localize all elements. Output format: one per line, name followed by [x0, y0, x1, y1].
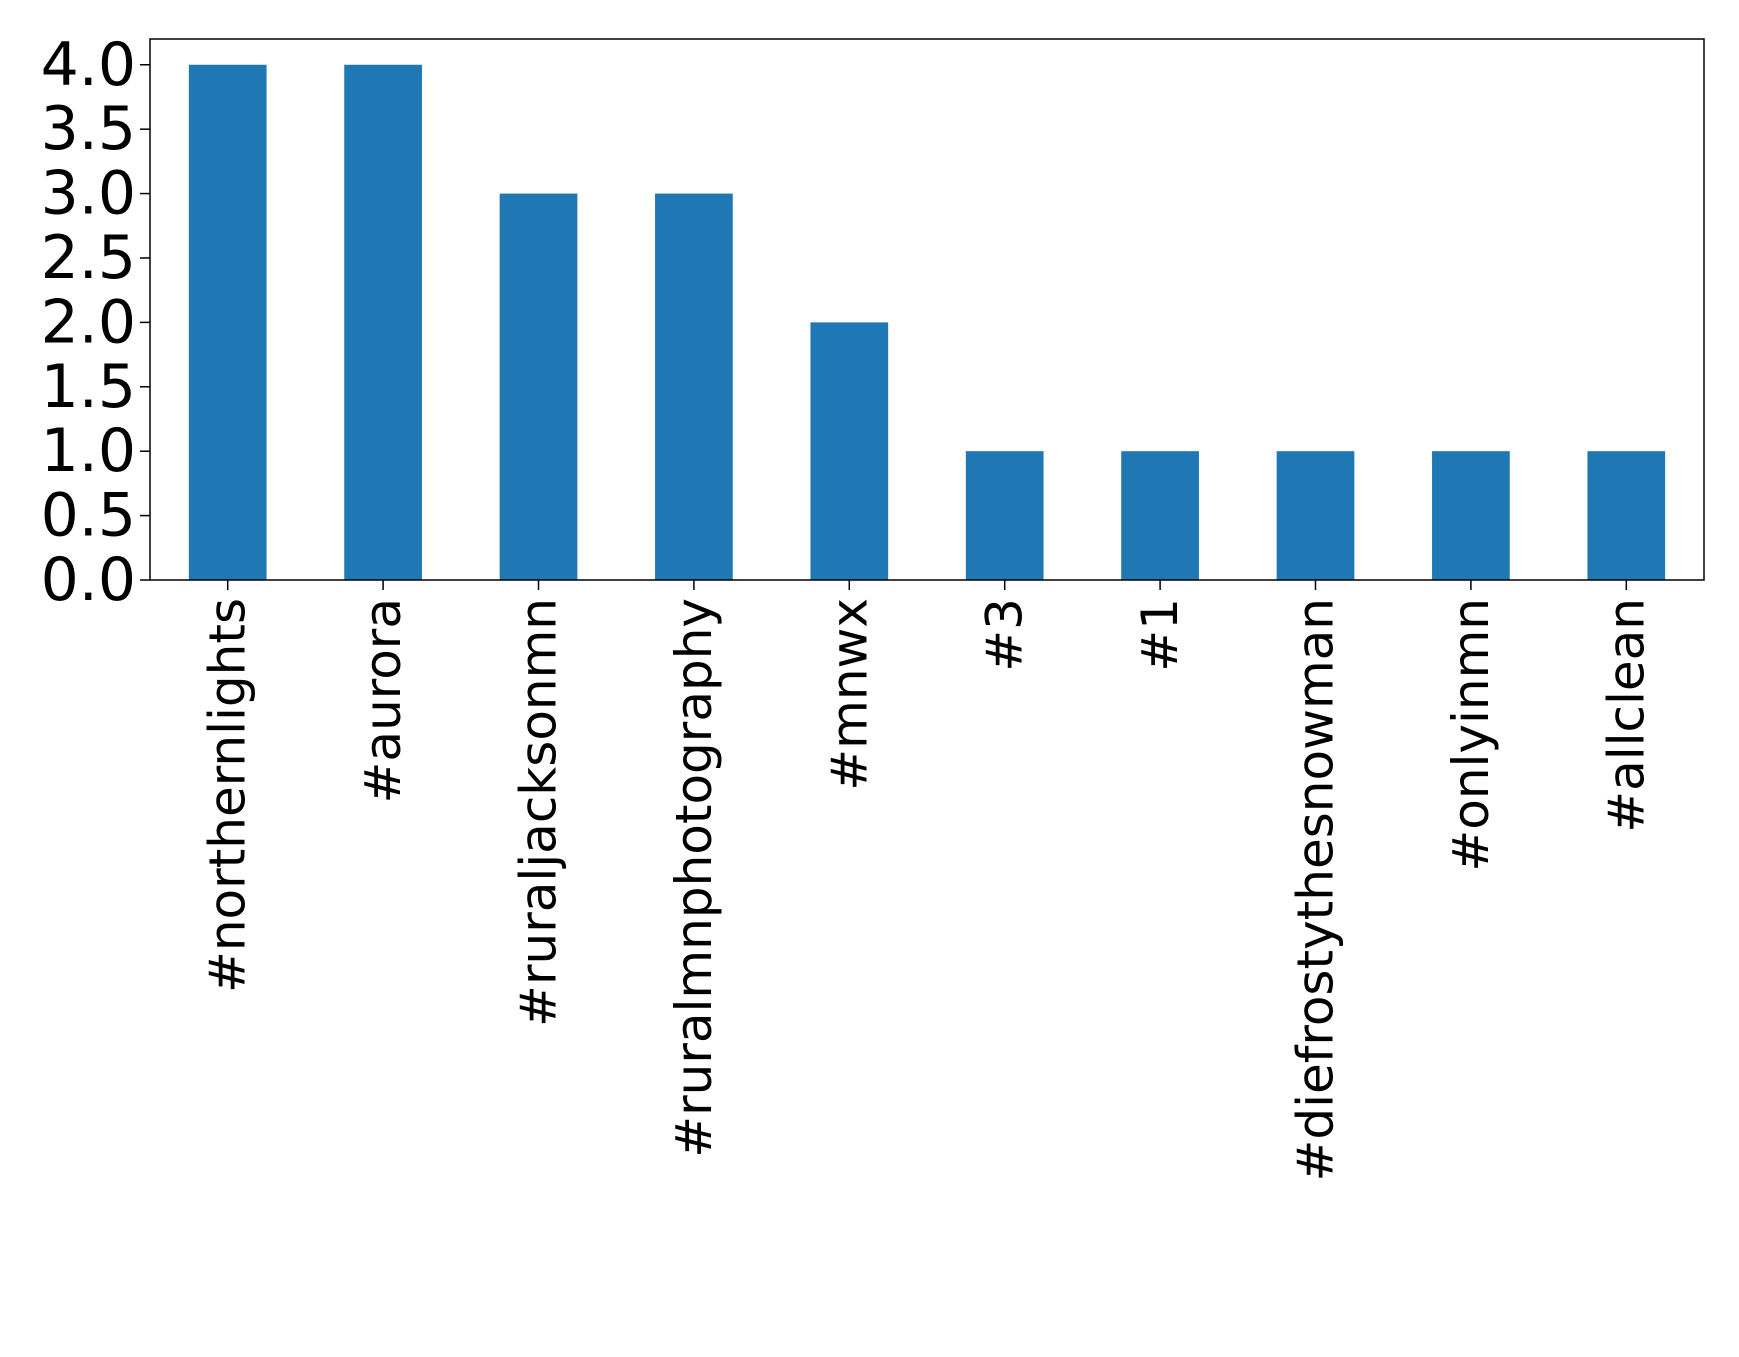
x-tick-label: #ruralmnphotography [665, 598, 723, 1158]
y-tick-label: 3.5 [41, 94, 136, 164]
y-tick-label: 1.5 [41, 352, 136, 422]
x-tick-label: #allclean [1597, 598, 1655, 833]
plot-frame [149, 38, 1705, 581]
bar [1432, 451, 1510, 580]
y-tick-label: 3.0 [41, 159, 136, 229]
bar [188, 64, 267, 580]
x-tick-label: #northernlights [199, 598, 257, 993]
y-tick-label: 0.0 [41, 545, 136, 615]
y-tick-label: 1.0 [41, 416, 136, 486]
x-tick-label: #1 [1131, 598, 1189, 672]
x-axis: #northernlights #aurora #ruraljacksonmn #ru… [199, 580, 1655, 1182]
bars-group [188, 64, 1666, 581]
x-tick-label: #ruraljacksonmn [510, 598, 568, 1027]
x-tick-label: #mnwx [820, 598, 878, 791]
x-tick-label: #onlyinmn [1442, 598, 1500, 872]
y-axis: 0.00.51.01.52.02.53.03.54.0 [41, 30, 150, 615]
bar [1587, 451, 1666, 580]
bar [655, 193, 733, 581]
bar [499, 193, 578, 581]
y-tick-label: 0.5 [41, 481, 136, 551]
y-tick-label: 2.0 [41, 287, 136, 357]
bar [344, 64, 422, 580]
bar [965, 451, 1044, 580]
y-tick-label: 4.0 [41, 30, 136, 100]
bar [1121, 451, 1199, 580]
x-tick-label: #3 [976, 598, 1034, 672]
bar [810, 322, 889, 580]
y-tick-label: 2.5 [41, 223, 136, 293]
x-tick-label: #diefrostythesnowman [1287, 598, 1345, 1182]
bar [1276, 451, 1355, 580]
x-tick-label: #aurora [354, 598, 412, 803]
